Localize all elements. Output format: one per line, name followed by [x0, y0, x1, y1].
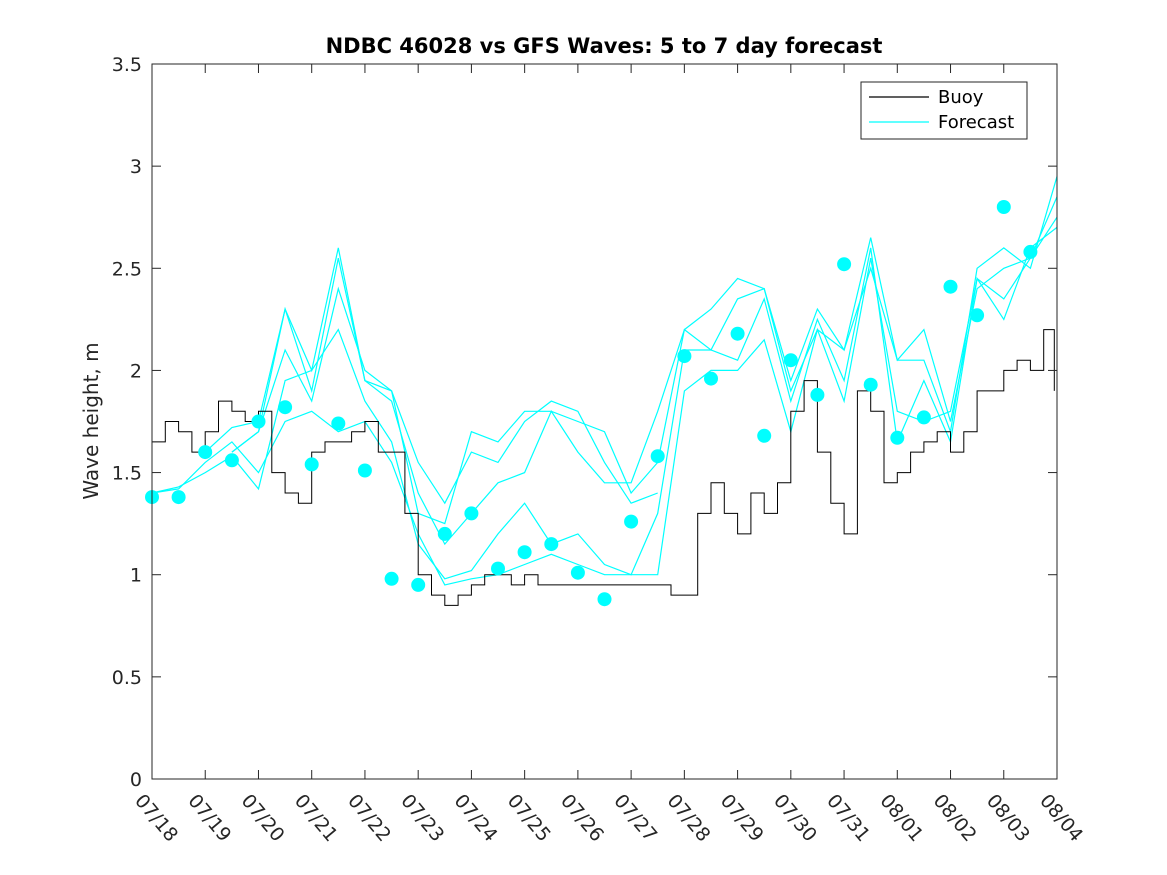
forecast-marker	[783, 353, 798, 368]
forecast-marker	[810, 387, 825, 402]
chart-title: NDBC 46028 vs GFS Waves: 5 to 7 day fore…	[326, 34, 883, 58]
forecast-marker	[650, 449, 665, 464]
forecast-marker	[411, 577, 426, 592]
forecast-marker	[251, 414, 266, 429]
forecast-marker	[198, 445, 213, 460]
legend-box	[860, 81, 1028, 140]
forecast-marker	[863, 377, 878, 392]
forecast-marker	[491, 561, 505, 576]
y-tick-label: 3.5	[112, 54, 142, 76]
forecast-marker	[464, 506, 479, 521]
forecast-marker	[730, 326, 745, 341]
forecast-line-1	[151, 196, 1058, 586]
forecast-marker	[943, 279, 958, 294]
forecast-marker	[224, 453, 239, 468]
forecast-marker	[544, 537, 559, 552]
legend-forecast-label: Forecast	[938, 112, 1014, 133]
y-tick-label: 2	[130, 360, 142, 382]
forecast-marker	[970, 308, 985, 323]
y-tick-label: 0	[130, 769, 142, 791]
buoy-line	[152, 329, 1055, 606]
forecast-marker	[624, 514, 639, 529]
forecast-marker	[704, 371, 718, 386]
forecast-marker	[437, 526, 452, 541]
y-tick-label: 1	[130, 565, 142, 587]
forecast-marker	[916, 410, 931, 425]
forecast-marker	[677, 349, 692, 364]
forecast-marker	[278, 400, 293, 415]
forecast-marker	[837, 257, 852, 272]
y-axis-label: Wave height, m	[79, 342, 103, 499]
y-tick-label: 2.5	[112, 258, 142, 280]
forecast-marker	[331, 416, 346, 431]
forecast-marker	[597, 592, 612, 607]
forecast-marker	[570, 565, 585, 580]
legend-buoy-label: Buoy	[938, 87, 984, 108]
forecast-marker	[384, 571, 399, 586]
forecast-marker	[890, 430, 905, 445]
y-tick-label: 0.5	[112, 667, 142, 689]
legend: Buoy Forecast	[860, 81, 1028, 140]
forecast-marker	[757, 428, 772, 443]
y-tick-label: 3	[130, 156, 142, 178]
forecast-line-4	[231, 286, 658, 505]
series-layer	[145, 176, 1058, 607]
y-tick-label: 1.5	[112, 463, 142, 485]
forecast-marker	[171, 490, 186, 505]
forecast-line-3	[204, 176, 1058, 546]
forecast-line-2	[151, 226, 1058, 580]
forecast-marker	[357, 463, 372, 478]
forecast-marker	[996, 200, 1011, 214]
forecast-marker	[517, 545, 532, 560]
plot-area-frame	[151, 63, 1058, 780]
forecast-marker	[1023, 244, 1038, 259]
forecast-line-5	[231, 216, 1058, 525]
forecast-marker	[304, 457, 319, 472]
